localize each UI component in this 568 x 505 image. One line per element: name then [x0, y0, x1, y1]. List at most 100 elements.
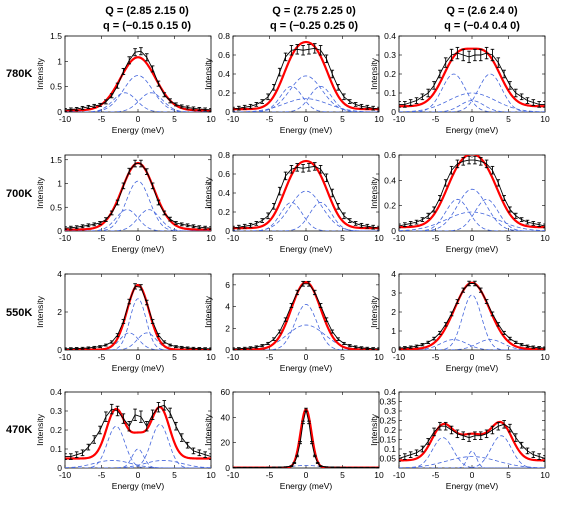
component-curve: [399, 73, 545, 112]
panel-700K-col3: -10 -5 0 5 10 0 0.2 0.4 0.6 Energy (meV) Intensity: [369, 150, 550, 254]
panel-780K-col2: -10 -5 0 5 10 0 0.2 0.4 0.6 0.8 Energy (meV) Intens…: [203, 31, 384, 135]
x-tick-label: 5: [172, 470, 177, 480]
y-tick-label: 0.4: [50, 387, 62, 397]
x-axis-label: Energy (meV): [112, 125, 165, 135]
x-tick-label: -10: [393, 352, 406, 362]
y-tick-label: 0.4: [218, 69, 230, 79]
y-tick-label: 0.6: [384, 150, 396, 160]
axes-frame: [64, 35, 212, 113]
panel-470K-col2: -10 -5 0 5 10 0 20 40 60 Energy (meV) Intensity: [203, 387, 384, 491]
y-axis-label: Intensity: [203, 413, 213, 445]
y-tick-label: 0.2: [384, 201, 396, 211]
data-line: [399, 283, 545, 349]
x-axis-label: Energy (meV): [112, 244, 165, 254]
y-tick-label: 0.5: [50, 82, 62, 92]
x-tick-label: 10: [540, 233, 550, 243]
component-curve: [399, 294, 545, 350]
data-line: [65, 163, 211, 229]
y-tick-label: 1.5: [50, 155, 62, 165]
axes-frame: [398, 273, 546, 351]
y-tick-label: 3: [391, 288, 396, 298]
x-tick-label: 0: [304, 470, 309, 480]
component-curve: [65, 209, 211, 231]
y-tick-label: 0: [57, 463, 62, 473]
component-curve: [399, 100, 545, 112]
fit-curve: [65, 283, 211, 350]
y-tick-label: 0.2: [384, 425, 396, 435]
y-tick-label: 0.6: [218, 169, 230, 179]
y-tick-label: 20: [221, 438, 231, 448]
y-tick-label: 0: [57, 345, 62, 355]
panel-470K-col1: -10 -5 0 5 10 0 0.1 0.2 0.3 0.4 Energy (meV) Intens…: [35, 387, 216, 491]
data-line: [233, 283, 379, 350]
y-tick-label: 0.4: [384, 175, 396, 185]
x-tick-label: 10: [540, 114, 550, 124]
y-tick-label: 0.4: [384, 31, 396, 41]
plot-area: [65, 159, 211, 231]
x-tick-label: -5: [266, 233, 274, 243]
y-tick-label: 0.05: [379, 454, 396, 464]
y-axis-label: Intensity: [35, 413, 45, 445]
x-tick-label: 0: [136, 233, 141, 243]
x-tick-label: 5: [172, 233, 177, 243]
x-tick-label: 10: [206, 470, 216, 480]
component-curve: [233, 98, 379, 112]
plot-area: [399, 280, 545, 350]
axes-frame: [64, 391, 212, 469]
x-axis-label: Energy (meV): [280, 244, 333, 254]
x-tick-label: 0: [136, 114, 141, 124]
x-tick-label: -5: [98, 470, 106, 480]
y-tick-label: 0: [391, 345, 396, 355]
y-axis-label: Intensity: [369, 413, 379, 445]
data-line: [233, 409, 379, 468]
data-line: [65, 50, 211, 111]
column-title-2-q: q = (−0.25 0.25 0): [270, 20, 358, 32]
x-axis-label: Energy (meV): [446, 244, 499, 254]
data-line: [233, 165, 379, 229]
y-tick-label: 4: [225, 302, 230, 312]
x-tick-label: 10: [206, 114, 216, 124]
y-tick-label: 0: [57, 107, 62, 117]
y-tick-label: 0.3: [384, 406, 396, 416]
row-label-550K: 550K: [6, 307, 32, 319]
y-axis-label: Intensity: [369, 57, 379, 89]
y-tick-label: 0: [225, 226, 230, 236]
y-tick-label: 2: [57, 307, 62, 317]
x-tick-label: 0: [304, 233, 309, 243]
axes-frame: [398, 154, 546, 232]
x-tick-label: 0: [136, 352, 141, 362]
y-axis-label: Intensity: [369, 295, 379, 327]
y-tick-label: 0.3: [384, 50, 396, 60]
x-tick-label: 10: [206, 352, 216, 362]
x-tick-label: 10: [374, 352, 384, 362]
y-axis-label: Intensity: [203, 57, 213, 89]
data-line: [399, 159, 545, 227]
panel-780K-col1: -10 -5 0 5 10 0 0.5 1 1.5 Energy (meV) Intensity: [35, 31, 216, 135]
fit-curve: [65, 405, 211, 460]
x-tick-label: 0: [470, 114, 475, 124]
data-line: [399, 423, 545, 459]
column-titles: Q = (2.85 2.15 0) q = (−0.15 0.15 0) Q =…: [103, 5, 520, 32]
x-axis-label: Energy (meV): [446, 125, 499, 135]
panel-550K-col3: -10 -5 0 5 10 0 1 2 3 4 Energy (meV) Intensity: [369, 269, 550, 373]
x-tick-label: -5: [266, 114, 274, 124]
axes-frame: [64, 154, 212, 232]
x-axis-label: Energy (meV): [280, 481, 333, 491]
component-curve: [233, 75, 379, 112]
x-tick-label: -5: [432, 233, 440, 243]
component-curve: [65, 209, 211, 231]
x-tick-label: -5: [98, 233, 106, 243]
component-curve: [233, 202, 379, 231]
x-tick-label: 10: [374, 233, 384, 243]
data-line: [65, 285, 211, 350]
column-title-3-q: q = (−0.4 0.4 0): [444, 20, 520, 32]
y-axis-label: Intensity: [35, 176, 45, 208]
x-tick-label: -10: [227, 470, 240, 480]
y-tick-label: 0.4: [384, 387, 396, 397]
component-curve: [65, 332, 211, 350]
component-curve: [233, 202, 379, 231]
x-tick-label: 5: [172, 352, 177, 362]
x-tick-label: -5: [266, 470, 274, 480]
x-tick-label: 0: [470, 470, 475, 480]
y-tick-label: 0.5: [50, 202, 62, 212]
